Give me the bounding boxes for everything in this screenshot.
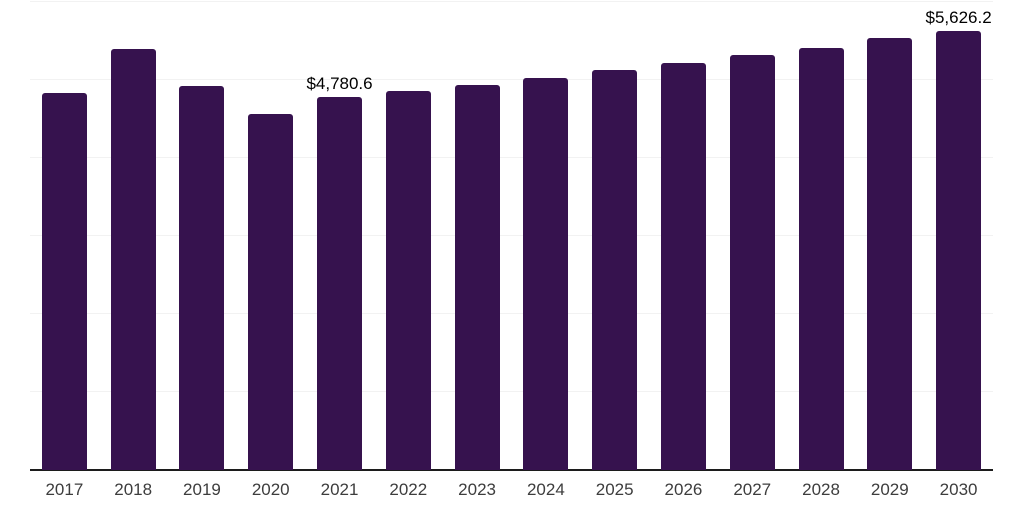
x-tick-label-2022: 2022 <box>389 480 428 499</box>
bar-column-2018 <box>99 0 168 470</box>
bar-column-2024 <box>512 0 581 470</box>
bar-column-2022 <box>374 0 443 470</box>
bar-column-2023 <box>443 0 512 470</box>
gridline-1000 <box>30 391 993 392</box>
x-tick-label-2023: 2023 <box>458 480 496 499</box>
bar-2022 <box>385 90 431 470</box>
bar-2021 <box>317 97 363 470</box>
bar-2028 <box>798 48 844 470</box>
bar-2019 <box>179 85 225 470</box>
bar-2029 <box>867 38 913 470</box>
bar-2023 <box>454 85 500 470</box>
bar-column-2017 <box>30 0 99 470</box>
bar-column-2029 <box>855 0 924 470</box>
x-axis-line <box>30 469 993 471</box>
x-tick-label-2028: 2028 <box>802 480 840 499</box>
x-tick-label-2020: 2020 <box>251 480 290 499</box>
bar-2020 <box>248 114 294 470</box>
bar-column-2028 <box>787 0 856 470</box>
bar-2025 <box>592 70 638 470</box>
bar-column-2027 <box>718 0 787 470</box>
bar-2018 <box>110 48 156 470</box>
x-tick-label-2030: 2030 <box>939 480 978 499</box>
x-tick-label-2019: 2019 <box>183 480 221 499</box>
bar-column-2025 <box>580 0 649 470</box>
bar-column-2020 <box>236 0 305 470</box>
x-tick-label-2024: 2024 <box>526 480 565 499</box>
data-label-2021: $4,780.6 <box>306 74 373 94</box>
bar-2017 <box>41 93 87 470</box>
bar-column-2021: $4,780.6 <box>305 0 374 470</box>
x-tick-label-2025: 2025 <box>595 480 634 499</box>
x-tick-label-2021: 2021 <box>320 480 359 499</box>
bar-column-2030: $5,626.2 <box>924 0 993 470</box>
bar-2027 <box>729 55 775 470</box>
x-tick-label-2029: 2029 <box>870 480 909 499</box>
bar-2030 <box>936 31 982 470</box>
x-axis-labels: 2017 2018 2019 2020 2021 2022 2023 2024 2025 2026… <box>30 478 993 502</box>
bar-2026 <box>660 62 706 470</box>
x-tick-label-2027: 2027 <box>733 480 772 499</box>
gridline-5000 <box>30 79 993 80</box>
bar-column-2026 <box>649 0 718 470</box>
bar-2024 <box>523 78 569 470</box>
gridline-2000 <box>30 313 993 314</box>
gridline-3000 <box>30 235 993 236</box>
gridline-6000 <box>30 1 993 2</box>
x-tick-label-2018: 2018 <box>114 480 153 499</box>
x-tick-label-2017: 2017 <box>45 480 84 499</box>
bar-column-2019 <box>168 0 237 470</box>
plot-area: $4,780.6 $5,626.2 <box>30 0 993 471</box>
x-tick-label-2026: 2026 <box>664 480 703 499</box>
gridline-4000 <box>30 157 993 158</box>
data-label-2030: $5,626.2 <box>925 8 992 28</box>
